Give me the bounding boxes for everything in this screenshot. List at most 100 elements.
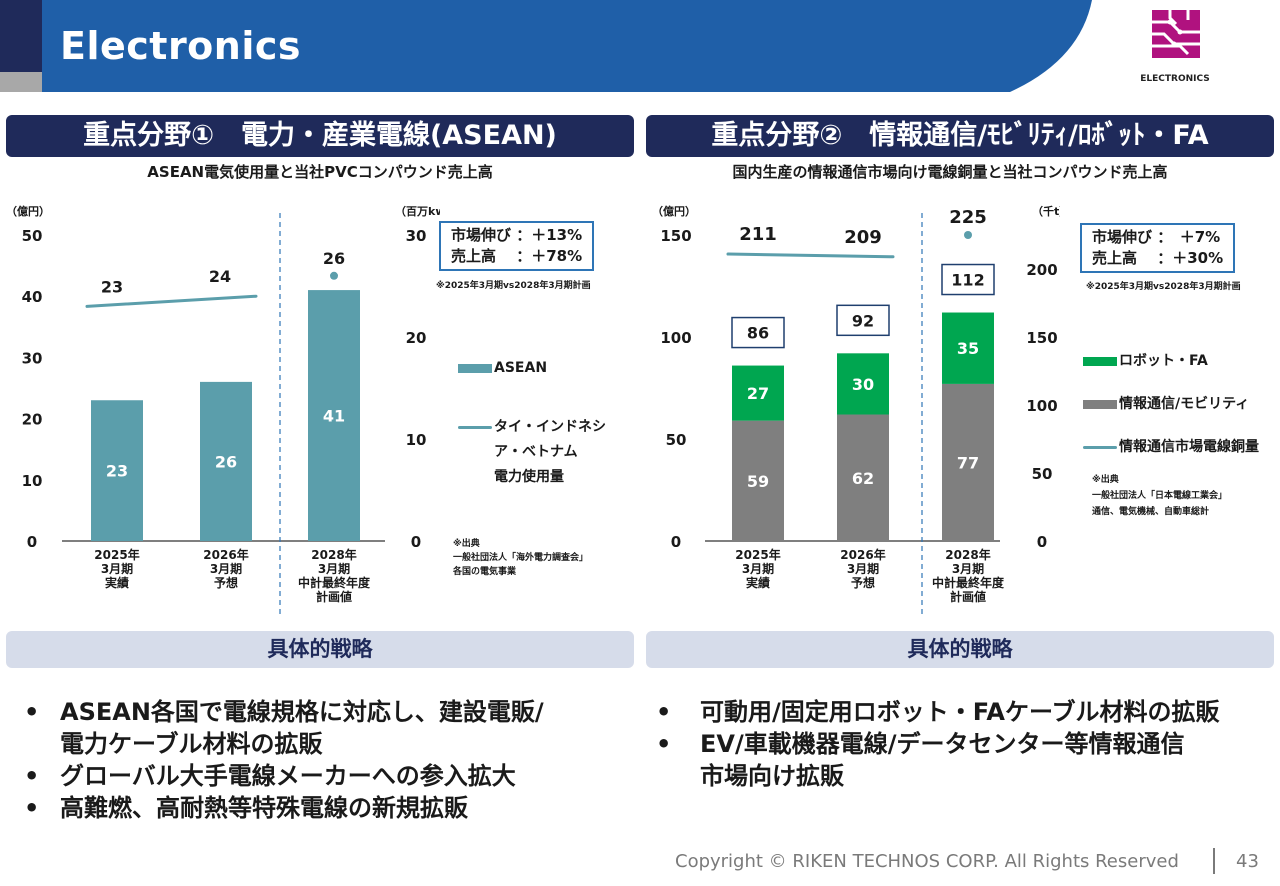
total-box [941,263,995,296]
right-source-line2: 一般社団法人「日本電線工業会」 [1092,491,1228,501]
x-tick-label: 計画値 [316,589,352,604]
legend-line-2: ア・ベトナム [494,444,578,460]
bar [942,383,994,541]
legend-line-1: タイ・インドネシ [494,419,606,435]
left-bullet-1b: 電力ケーブル材料の拡販 [60,730,323,758]
x-tick-label: 中計最終年度 [298,575,371,590]
y2-axis-unit: （百万kw） [395,205,440,218]
copyright: Copyright © RIKEN TECHNOS CORP. All Righ… [675,851,1179,872]
x-tick-label: 3月期 [210,561,242,576]
right-growth-callout: 市場伸び ： ＋7% 売上高 ：＋30% [1080,223,1236,273]
bar-value-label: 30 [852,375,874,394]
bar-value-label: 77 [957,453,979,472]
x-tick-label: 2025年 [735,547,780,562]
left-source-note: ※出典 一般社団法人「海外電力調査会」 各国の電気事業 [453,537,588,579]
y2-tick-label: 0 [411,533,421,551]
legend-copper-swatch [1083,445,1117,449]
line-value-label: 24 [209,267,231,286]
right-section-title: 重点分野② 情報通信/ﾓﾋﾞﾘﾃｨ/ﾛﾎﾞｯﾄ・FA [646,115,1274,157]
y-axis-unit: （億円） [6,204,50,218]
bar-value-label: 26 [215,452,237,471]
right-strategy-list: 可動用/固定用ロボット・FAケーブル材料の拡販 EV/車載機器電線/データセンタ… [648,696,1268,792]
y2-tick-label: 20 [406,329,427,347]
y2-tick-label: 100 [1026,397,1057,415]
right-source-line3: 通信、電気機械、自動車総計 [1092,507,1210,517]
x-tick-label: 中計最終年度 [932,575,1005,590]
y-tick-label: 10 [22,472,43,490]
x-tick-label: 予想 [214,575,238,590]
y-tick-label: 20 [22,411,43,429]
legend-line-3: 電力使用量 [494,469,564,485]
bar-value-label: 23 [106,462,128,481]
y-tick-label: 0 [671,533,681,551]
bar-value-label: 27 [747,384,769,403]
bar-value-label: 62 [852,469,874,488]
left-strategy-header: 具体的戦略 [6,631,634,668]
right-source-note: ※出典 一般社団法人「日本電線工業会」 通信、電気機械、自動車総計 [1092,472,1227,520]
right-callout-line1: 市場伸び ： ＋7% [1092,228,1221,246]
right-chart: （億円）（千t）0501001500501001502002025年3月期実績2… [652,204,1060,615]
line-value-label: 225 [949,207,987,228]
right-strategy-header: 具体的戦略 [646,631,1274,668]
line-value-label: 23 [101,277,123,296]
right-chart-subtitle: 国内生産の情報通信市場向け電線銅量と当社コンパウンド売上高 [732,163,1168,181]
left-bullet: グローバル大手電線メーカーへの参入拡大 [16,760,636,792]
y-tick-label: 50 [22,227,43,245]
x-tick-label: 3月期 [952,561,984,576]
bar-value-label: 59 [747,472,769,491]
total-box [731,316,785,349]
page-number: 43 [1236,851,1259,872]
left-chart: （億円）（百万kw）0102030405001020302025年3月期実績20… [6,204,440,615]
right-bullet-2a: EV/車載機器電線/データセンター等情報通信 [700,730,1185,758]
y2-tick-label: 150 [1026,329,1057,347]
bar [732,420,784,541]
bar-value-label: 41 [323,407,345,426]
legend-line-swatch [458,425,492,429]
bar [308,290,360,541]
x-tick-label: 2025年 [94,547,139,562]
x-tick-label: 3月期 [101,561,133,576]
line-series [85,294,258,308]
line-point [964,231,972,239]
x-tick-label: 2028年 [311,547,356,562]
line-series [726,252,895,259]
header-accent-dark [0,0,42,72]
left-bullet-3: 高難燃、高耐熱等特殊電線の新規拡販 [60,794,468,822]
left-callout-line1: 市場伸び ：＋13% [451,226,583,244]
y2-axis-unit: （千t） [1032,204,1060,218]
left-callout-note: ※2025年3月期vs2028年3月期計画 [436,281,591,291]
right-callout-note: ※2025年3月期vs2028年3月期計画 [1086,282,1241,292]
y2-tick-label: 200 [1026,261,1057,279]
legend-asean: ASEAN [494,360,548,376]
x-tick-label: 3月期 [847,561,879,576]
bar [200,381,252,541]
y-tick-label: 150 [660,227,691,245]
bar [942,312,994,384]
total-label: 112 [951,271,984,290]
page-title: Electronics [60,24,302,68]
electronics-logo-icon [1152,10,1200,58]
x-tick-label: 2026年 [840,547,885,562]
left-source-line1: ※出典 [453,539,480,549]
left-bullet: 高難燃、高耐熱等特殊電線の新規拡販 [16,792,636,824]
left-source-line2: 一般社団法人「海外電力調査会」 [453,553,589,563]
legend-info: 情報通信/モビリティ [1119,396,1250,412]
x-tick-label: 計画値 [950,589,986,604]
right-bullet-1: 可動用/固定用ロボット・FAケーブル材料の拡販 [700,698,1220,726]
x-tick-label: 実績 [746,575,770,590]
right-callout-line2: 売上高 ：＋30% [1092,249,1224,267]
legend-robot-swatch [1083,356,1117,366]
x-tick-label: 3月期 [318,561,350,576]
left-bullet: ASEAN各国で電線規格に対応し、建設電販/電力ケーブル材料の拡販 [16,696,636,760]
y-tick-label: 40 [22,288,43,306]
logo-text: ELECTRONICS [1140,74,1210,84]
total-box [836,304,890,337]
right-bullet-2b: 市場向け拡販 [700,762,844,790]
y2-tick-label: 30 [406,227,427,245]
bar [837,353,889,415]
line-value-label: 26 [323,249,345,268]
y2-tick-label: 0 [1037,533,1047,551]
left-growth-callout: 市場伸び ：＋13% 売上高 ：＋78% [439,221,595,271]
line-value-label: 209 [844,227,882,248]
